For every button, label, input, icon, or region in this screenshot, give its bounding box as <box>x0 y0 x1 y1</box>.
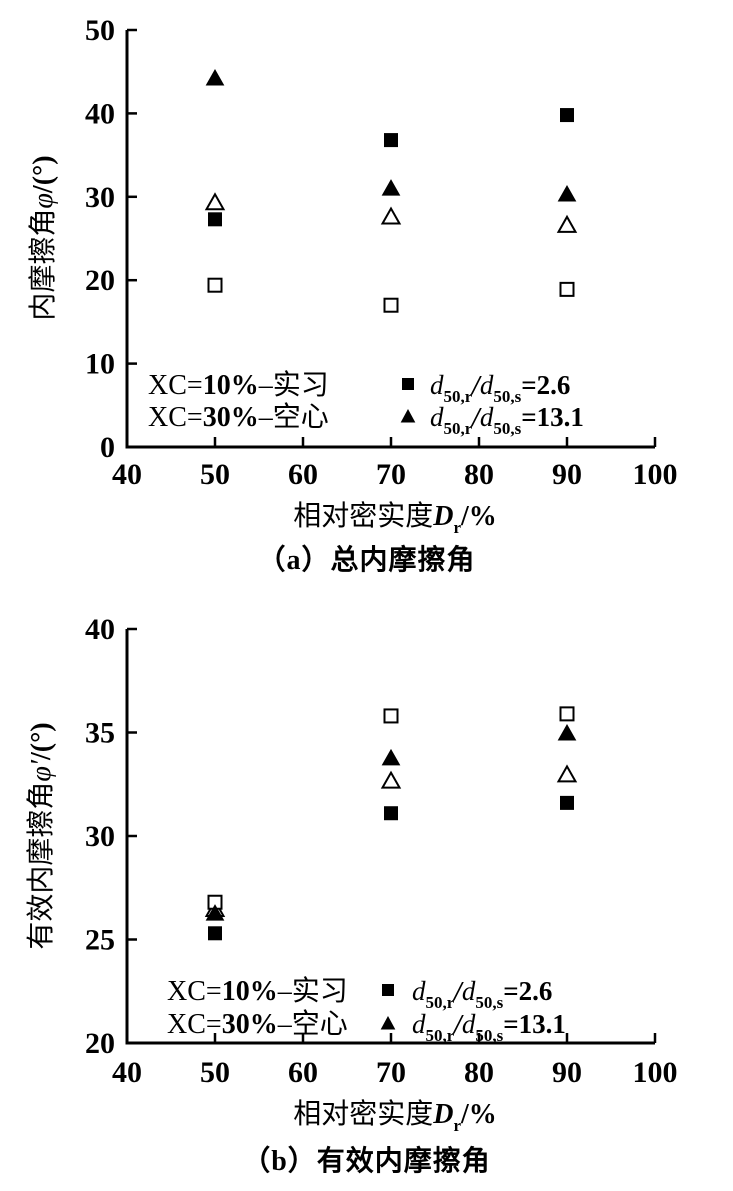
y-tick-label: 20 <box>85 264 115 297</box>
filled-square-marker <box>560 108 574 123</box>
open-square-marker <box>559 281 575 297</box>
x-tick-label: 90 <box>552 458 582 491</box>
x-tick-label: 100 <box>633 1056 678 1089</box>
y-axis-label: 内摩擦角φ/(°) <box>27 155 59 320</box>
y-tick-label: 30 <box>85 181 115 214</box>
x-tick-label: 70 <box>376 1056 406 1089</box>
filled-triangle-marker <box>205 904 225 921</box>
x-tick-label: 80 <box>464 1056 494 1089</box>
open-triangle-marker <box>556 764 578 783</box>
filled-triangle-marker <box>205 69 225 86</box>
filled-triangle-marker <box>400 408 416 423</box>
legend-item-label: d50,r/d50,s=2.6 <box>412 976 552 1012</box>
legend-text: XC=30%–空心 <box>148 401 329 433</box>
y-tick-label: 35 <box>85 717 115 750</box>
open-triangle-marker <box>380 206 402 225</box>
x-axis-label: 相对密实度Dr/% <box>293 1098 497 1135</box>
caption-a: （a）总内摩擦角 <box>257 545 476 576</box>
x-axis-label: 相对密实度Dr/% <box>293 500 497 537</box>
x-tick-label: 40 <box>112 458 142 491</box>
chart-b-svg: 20 25 30 35 40 40 50 60 70 80 90 100 相对密实度Dr/% 有效内摩擦角… <box>25 613 678 1135</box>
open-square-marker <box>383 708 399 724</box>
filled-square-marker <box>384 806 398 821</box>
y-axis-label: 有效内摩擦角φ′/(°) <box>25 722 57 949</box>
x-tick-label: 70 <box>376 458 406 491</box>
x-tick-label: 60 <box>288 1056 318 1089</box>
y-tick-label: 10 <box>85 348 115 381</box>
legend-item-label: d50,r/d50,s=13.1 <box>412 1009 566 1045</box>
filled-triangle-marker <box>557 184 577 202</box>
filled-square-marker <box>208 926 222 941</box>
open-triangle-marker <box>204 192 226 211</box>
open-square-marker <box>207 277 223 293</box>
caption-b: （b）有效内摩擦角 <box>242 1146 491 1177</box>
legend-item-label: d50,r/d50,s=2.6 <box>430 370 570 406</box>
open-triangle-marker <box>380 770 402 789</box>
legend-item-label: d50,r/d50,s=13.1 <box>430 402 584 438</box>
x-tick-label: 40 <box>112 1056 142 1089</box>
x-tick-label: 100 <box>633 458 678 491</box>
y-tick-label: 40 <box>85 97 115 130</box>
open-square-marker <box>383 297 399 313</box>
open-triangle-marker <box>556 214 578 233</box>
y-tick-label: 25 <box>85 924 115 957</box>
filled-square-marker <box>384 133 398 148</box>
filled-triangle-marker <box>557 723 577 741</box>
y-tick-label: 0 <box>100 431 115 464</box>
x-tick-label: 60 <box>288 458 318 491</box>
filled-square-marker <box>402 378 414 390</box>
legend-text: XC=10%–实习 <box>148 369 329 401</box>
legend-text: XC=10%–实习 <box>167 975 348 1007</box>
panel-b: 20 25 30 35 40 40 50 60 70 80 90 100 相对密实度Dr/% 有效内摩擦角… <box>0 585 733 1191</box>
x-tick-label: 90 <box>552 1056 582 1089</box>
filled-triangle-marker <box>380 1015 396 1030</box>
y-tick-label: 50 <box>85 14 115 47</box>
filled-square-marker <box>560 795 574 810</box>
filled-triangle-marker <box>381 748 401 766</box>
x-tick-label: 80 <box>464 458 494 491</box>
filled-square-marker <box>208 212 222 227</box>
y-tick-label: 30 <box>85 820 115 853</box>
filled-triangle-marker <box>381 179 401 196</box>
legend-text: XC=30%–空心 <box>167 1008 348 1040</box>
panel-a: 0 10 20 30 40 50 40 50 60 70 80 90 100 相对密实度Dr/% 内摩擦角φ… <box>0 0 733 585</box>
y-tick-label: 40 <box>85 613 115 646</box>
y-tick-label: 20 <box>85 1027 115 1060</box>
x-tick-label: 50 <box>200 458 230 491</box>
filled-square-marker <box>382 984 394 996</box>
chart-a-svg: 0 10 20 30 40 50 40 50 60 70 80 90 100 相对密实度Dr/% 内摩擦角φ… <box>27 14 678 537</box>
open-square-marker <box>559 706 575 722</box>
x-tick-label: 50 <box>200 1056 230 1089</box>
